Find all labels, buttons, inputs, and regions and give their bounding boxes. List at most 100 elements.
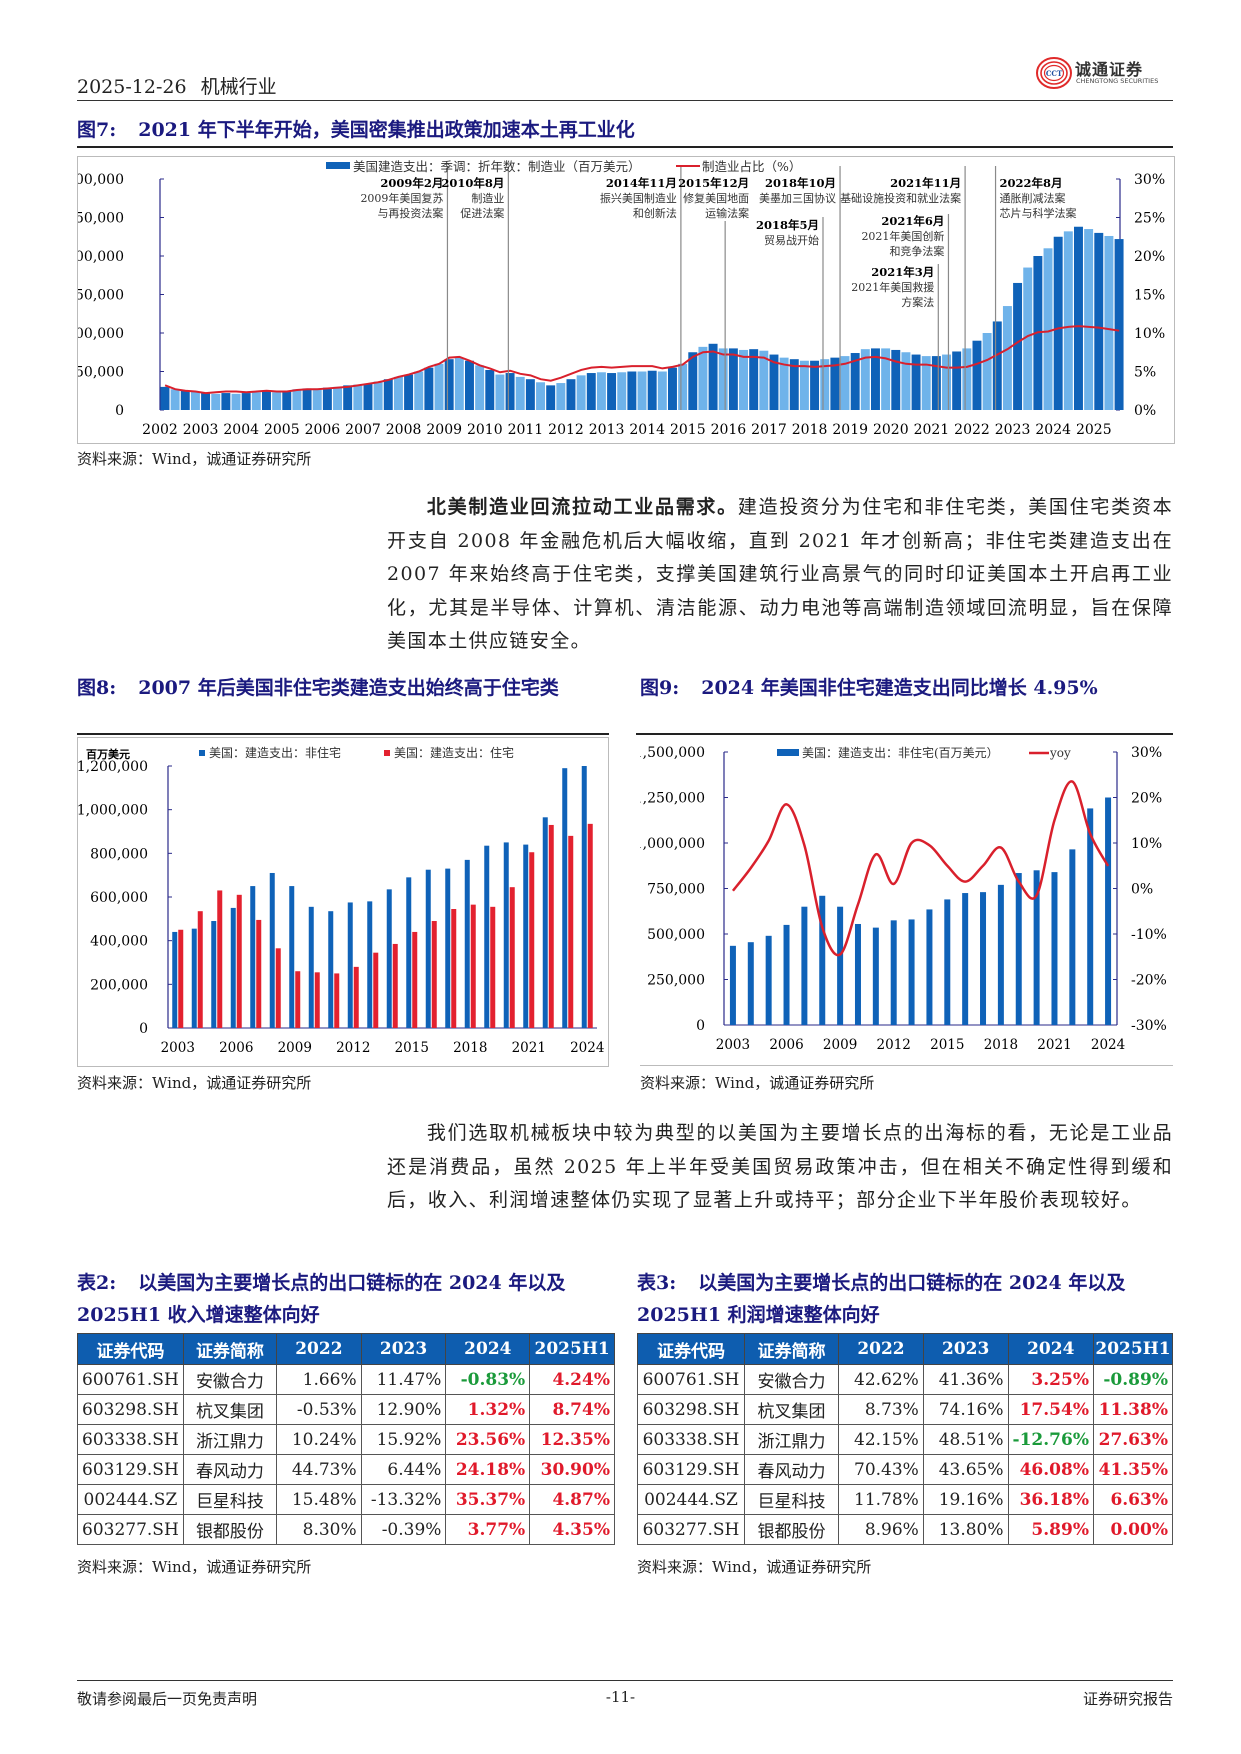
- stock-name: 春风动力: [182, 1454, 278, 1485]
- bar: [1063, 231, 1073, 410]
- bar: [282, 390, 292, 410]
- nonresidential-bar: [729, 945, 736, 1025]
- x-tick-label: 2008: [386, 422, 422, 438]
- bar: [363, 383, 373, 410]
- growth-value: 0.00%: [1092, 1514, 1174, 1545]
- nonresidential-bar: [747, 942, 754, 1025]
- nonresidential-bar: [406, 877, 412, 1028]
- legend-bar-label: 美国：建造支出：非住宅(百万美元）: [802, 745, 999, 760]
- growth-value: 1.66%: [276, 1364, 362, 1395]
- bar: [668, 367, 677, 410]
- table-row: 002444.SZ 巨星科技 11.78% 19.16% 36.18% 6.63%: [637, 1484, 1174, 1515]
- x-tick-label: 2006: [769, 1037, 803, 1053]
- growth-value: 43.65%: [922, 1454, 1009, 1485]
- column-header: 证券代码: [77, 1333, 184, 1365]
- x-tick-label: 2003: [716, 1037, 750, 1053]
- y2-tick-label: -30%: [1131, 1018, 1167, 1034]
- table-row: 603298.SH 杭叉集团 -0.53% 12.90% 1.32% 8.74%: [77, 1394, 615, 1425]
- svg-text:CCT: CCT: [1046, 69, 1063, 78]
- stock-name: 浙江鼎力: [182, 1424, 278, 1455]
- event-label: 美墨加三国协议: [759, 191, 836, 205]
- bar: [1094, 232, 1104, 410]
- x-tick-label: 2014: [629, 422, 665, 438]
- growth-value: 74.16%: [922, 1394, 1009, 1425]
- bar: [607, 373, 617, 410]
- growth-value: 41.35%: [1092, 1454, 1174, 1485]
- x-tick-label: 2009: [426, 422, 462, 438]
- y2-tick-label: -20%: [1131, 973, 1167, 989]
- y-tick-label: 200,000: [78, 249, 124, 265]
- yoy-line: [731, 780, 1110, 957]
- growth-value: 30.90%: [529, 1454, 615, 1485]
- event-label: 基础设施投资和就业法案: [840, 191, 961, 205]
- y-tick-label: 500,000: [647, 927, 705, 943]
- fig8-title-underline: [77, 733, 609, 735]
- bar: [627, 371, 637, 410]
- bar: [789, 359, 799, 410]
- unit-label: 百万美元: [86, 747, 130, 761]
- stock-name: 杭叉集团: [182, 1394, 278, 1425]
- x-tick-label: 2010: [467, 422, 503, 438]
- y2-tick-label: 20%: [1131, 791, 1162, 807]
- fig9-title: 图9: 2024 年美国非住宅建造支出同比增长 4.95%: [640, 672, 1180, 704]
- residential-bar: [197, 911, 203, 1028]
- y-tick-label: 250,000: [647, 973, 705, 989]
- residential-bar: [334, 973, 340, 1028]
- bar: [170, 389, 180, 410]
- fig8-title: 图8: 2007 年后美国非住宅类建造支出始终高于住宅类: [77, 672, 607, 704]
- table2-title-text: 以美国为主要增长点的出口链标的在 2024 年以及 2025H1 收入增速整体向…: [77, 1272, 566, 1326]
- stock-name: 浙江鼎力: [743, 1424, 840, 1455]
- bar: [262, 391, 271, 410]
- growth-value: 46.08%: [1007, 1454, 1094, 1485]
- y-tick-label: 1,000,000: [640, 836, 705, 852]
- event-label: 2009年美国复苏: [360, 191, 443, 205]
- event-label: 2021年美国创新: [861, 229, 944, 243]
- bar: [576, 375, 586, 410]
- growth-value: 48.51%: [922, 1424, 1009, 1455]
- residential-bar: [236, 894, 242, 1028]
- x-tick-label: 2011: [508, 422, 544, 438]
- bar: [617, 372, 627, 410]
- fig9-title-text: 2024 年美国非住宅建造支出同比增长 4.95%: [701, 677, 1098, 699]
- bar: [434, 363, 444, 410]
- bar: [1043, 248, 1053, 410]
- nonresidential-bar: [944, 899, 951, 1025]
- table-row: 603338.SH 浙江鼎力 42.15% 48.51% -12.76% 27.63%: [637, 1424, 1174, 1455]
- residential-bar: [314, 972, 320, 1028]
- stock-code: 603129.SH: [77, 1454, 184, 1485]
- bar: [688, 352, 698, 410]
- bar: [373, 381, 383, 410]
- bar: [475, 365, 485, 410]
- table-row: 603277.SH 银都股份 8.96% 13.80% 5.89% 0.00%: [637, 1514, 1174, 1545]
- stock-code: 603338.SH: [77, 1424, 184, 1455]
- page-number: -11-: [605, 1688, 636, 1706]
- residential-bar: [373, 952, 379, 1028]
- x-tick-label: 2024: [570, 1040, 604, 1056]
- growth-value: 8.73%: [838, 1394, 924, 1425]
- bar: [678, 363, 688, 410]
- nonresidential-bar: [484, 845, 490, 1028]
- nonresidential-bar: [819, 895, 826, 1025]
- table3: 证券代码 证券简称 2022 2023 2024 2025H1 600761.SH 安徽合力 4…: [637, 1333, 1174, 1545]
- bar: [505, 373, 515, 410]
- growth-value: 12.35%: [529, 1424, 615, 1455]
- y-tick-label: 0: [139, 1021, 148, 1037]
- growth-value: 3.77%: [445, 1514, 531, 1545]
- bar: [333, 386, 342, 410]
- event-label: 通胀削减法案: [1000, 191, 1066, 205]
- column-header: 证券简称: [743, 1333, 840, 1365]
- column-header: 2022: [838, 1333, 924, 1365]
- nonresidential-bar: [1069, 849, 1076, 1025]
- fig7-chart-svg: 0 50,000 100,000 150,000 200,000 250,000 300,0…: [66, 159, 1165, 438]
- growth-value: 5.89%: [1007, 1514, 1094, 1545]
- nonresidential-bar: [425, 869, 431, 1028]
- header-divider: [77, 100, 1173, 101]
- x-tick-label: 2004: [223, 422, 259, 438]
- legend-line-label: 制造业占比（%）: [702, 159, 801, 174]
- stock-code: 603277.SH: [637, 1514, 745, 1545]
- x-tick-label: 2012: [877, 1037, 911, 1053]
- y2-tick-label: 0%: [1131, 882, 1153, 898]
- fig8-chart-svg: 0 200,000 400,000 600,000 800,000 1,000,000 1,…: [77, 745, 605, 1056]
- table-row: 603277.SH 银都股份 8.30% -0.39% 3.77% 4.35%: [77, 1514, 615, 1545]
- fig9-title-underline: [636, 733, 1173, 735]
